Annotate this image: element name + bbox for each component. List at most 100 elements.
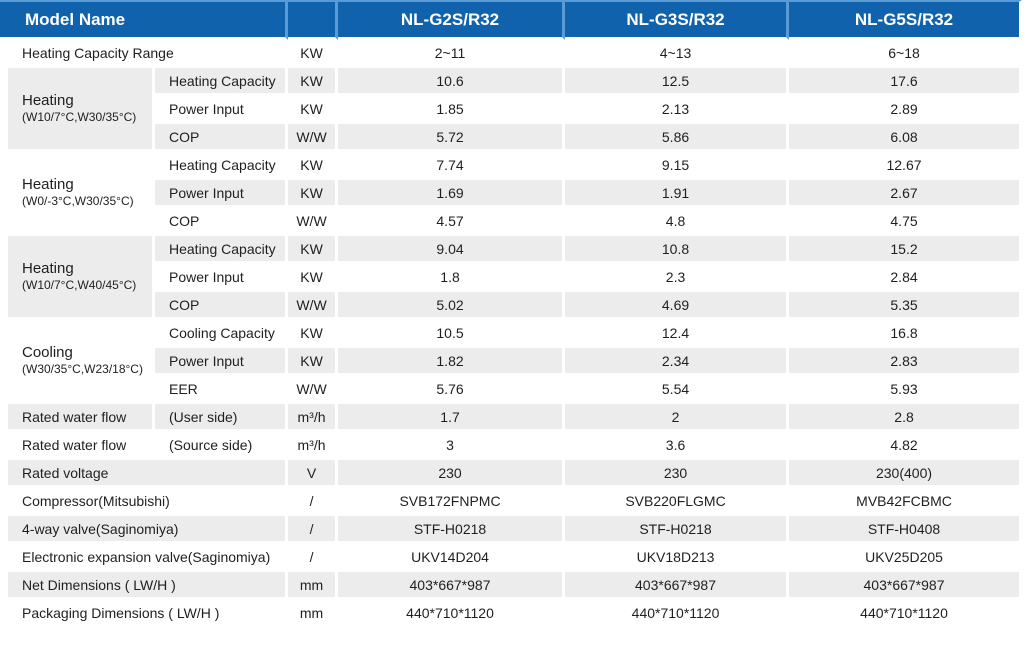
group-label-cell: Heating (W10/7°C,W30/35°C) bbox=[0, 68, 155, 152]
value-cell: 440*710*1120 bbox=[789, 600, 1023, 628]
row-sublabel-cell: Power Input bbox=[155, 96, 289, 124]
table-row: Power Input KW 1.82 2.34 2.83 bbox=[0, 348, 1023, 376]
unit-cell: KW bbox=[288, 264, 339, 292]
value-cell: SVB172FNPMC bbox=[338, 488, 566, 516]
value-cell: 5.02 bbox=[338, 292, 566, 320]
value-cell: 230 bbox=[565, 460, 790, 488]
value-cell: STF-H0218 bbox=[338, 516, 566, 544]
unit-cell: / bbox=[288, 516, 339, 544]
value-cell: UKV14D204 bbox=[338, 544, 566, 572]
group-title: Heating bbox=[22, 176, 74, 193]
table-row: Rated water flow (Source side) m³/h 3 3.6 4.8… bbox=[0, 432, 1023, 460]
table-row: Compressor(Mitsubishi) / SVB172FNPMC SVB220… bbox=[0, 488, 1023, 516]
unit-cell: KW bbox=[288, 96, 339, 124]
value-cell: 403*667*987 bbox=[565, 572, 790, 600]
row-sublabel-cell: Heating Capacity bbox=[155, 236, 289, 264]
value-cell: 2.8 bbox=[789, 404, 1023, 432]
table-row: Heating (W10/7°C,W40/45°C) Heating Capacit… bbox=[0, 236, 1023, 320]
value-cell: STF-H0408 bbox=[789, 516, 1023, 544]
value-cell: 2.3 bbox=[565, 264, 790, 292]
value-cell: 2.13 bbox=[565, 96, 790, 124]
row-sublabel-cell: COP bbox=[155, 208, 289, 236]
row-label-cell: Rated voltage bbox=[0, 460, 289, 488]
unit-cell: / bbox=[288, 544, 339, 572]
value-cell: 5.35 bbox=[789, 292, 1023, 320]
spec-table: Model Name NL-G2S/R32 NL-G3S/R32 NL-G5S/… bbox=[0, 0, 1023, 628]
table-row: Packaging Dimensions ( LW/H ) mm 440*710*1… bbox=[0, 600, 1023, 628]
unit-cell: KW bbox=[288, 180, 339, 208]
unit-cell: KW bbox=[288, 348, 339, 376]
value-cell: 4.8 bbox=[565, 208, 790, 236]
group-title: Cooling bbox=[22, 344, 73, 361]
group-condition: (W10/7°C,W30/35°C) bbox=[22, 110, 137, 124]
value-cell: 2.89 bbox=[789, 96, 1023, 124]
table-row: 4-way valve(Saginomiya) / STF-H0218 STF-H02… bbox=[0, 516, 1023, 544]
row-sublabel-cell: Power Input bbox=[155, 264, 289, 292]
table-row: Rated water flow (User side) m³/h 1.7 2 2.8 bbox=[0, 404, 1023, 432]
table-row: Heating Capacity Range KW 2~11 4~13 6~18 bbox=[0, 40, 1023, 68]
value-cell: 1.91 bbox=[565, 180, 790, 208]
row-label-cell: Heating Capacity Range bbox=[0, 40, 289, 68]
value-cell: 403*667*987 bbox=[338, 572, 566, 600]
value-cell: 3.6 bbox=[565, 432, 790, 460]
unit-cell: V bbox=[288, 460, 339, 488]
value-cell: STF-H0218 bbox=[565, 516, 790, 544]
value-cell: 1.8 bbox=[338, 264, 566, 292]
value-cell: 17.6 bbox=[789, 68, 1023, 96]
value-cell: 12.5 bbox=[565, 68, 790, 96]
unit-cell: m³/h bbox=[288, 404, 339, 432]
row-label-cell: Rated water flow bbox=[0, 404, 155, 432]
row-label-cell: Packaging Dimensions ( LW/H ) bbox=[0, 600, 289, 628]
row-sublabel-cell: COP bbox=[155, 292, 289, 320]
value-cell: 1.85 bbox=[338, 96, 566, 124]
table-row: COP W/W 5.02 4.69 5.35 bbox=[0, 292, 1023, 320]
value-cell: 12.67 bbox=[789, 152, 1023, 180]
row-label-cell: Net Dimensions ( LW/H ) bbox=[0, 572, 289, 600]
unit-cell: KW bbox=[288, 40, 339, 68]
value-cell: 5.76 bbox=[338, 376, 566, 404]
row-sublabel-cell: Heating Capacity bbox=[155, 152, 289, 180]
group-condition: (W0/-3°C,W30/35°C) bbox=[22, 194, 134, 208]
value-cell: 1.82 bbox=[338, 348, 566, 376]
group-label-cell: Heating (W10/7°C,W40/45°C) bbox=[0, 236, 155, 320]
unit-cell: m³/h bbox=[288, 432, 339, 460]
row-sublabel-cell: Power Input bbox=[155, 180, 289, 208]
value-cell: UKV18D213 bbox=[565, 544, 790, 572]
table-row: Net Dimensions ( LW/H ) mm 403*667*987 403*… bbox=[0, 572, 1023, 600]
value-cell: 2.84 bbox=[789, 264, 1023, 292]
unit-column-header bbox=[288, 0, 339, 40]
value-cell: 12.4 bbox=[565, 320, 790, 348]
header-row: Model Name NL-G2S/R32 NL-G3S/R32 NL-G5S/… bbox=[0, 0, 1023, 40]
unit-cell: W/W bbox=[288, 292, 339, 320]
value-cell: 10.5 bbox=[338, 320, 566, 348]
value-cell: 2.83 bbox=[789, 348, 1023, 376]
group-title: Heating bbox=[22, 92, 74, 109]
row-sublabel-cell: Power Input bbox=[155, 348, 289, 376]
group-label-cell: Heating (W0/-3°C,W30/35°C) bbox=[0, 152, 155, 236]
value-cell: 440*710*1120 bbox=[565, 600, 790, 628]
value-cell: 15.2 bbox=[789, 236, 1023, 264]
table-row: Heating (W10/7°C,W30/35°C) Heating Capacit… bbox=[0, 68, 1023, 152]
row-sublabel-cell: (Source side) bbox=[155, 432, 289, 460]
value-cell: 5.72 bbox=[338, 124, 566, 152]
value-cell: 1.7 bbox=[338, 404, 566, 432]
row-sublabel-cell: Heating Capacity bbox=[155, 68, 289, 96]
value-cell: 2.34 bbox=[565, 348, 790, 376]
spec-table-body: Heating Capacity Range KW 2~11 4~13 6~18 Heat… bbox=[0, 40, 1023, 628]
row-label-cell: Compressor(Mitsubishi) bbox=[0, 488, 289, 516]
table-row: Electronic expansion valve(Saginomiya) / U… bbox=[0, 544, 1023, 572]
value-cell: 3 bbox=[338, 432, 566, 460]
value-cell: 10.6 bbox=[338, 68, 566, 96]
table-row: Power Input KW 1.85 2.13 2.89 bbox=[0, 96, 1023, 124]
table-row: EER W/W 5.76 5.54 5.93 bbox=[0, 376, 1023, 404]
unit-cell: W/W bbox=[288, 208, 339, 236]
value-cell: 9.15 bbox=[565, 152, 790, 180]
value-cell: 440*710*1120 bbox=[338, 600, 566, 628]
row-label-cell: Electronic expansion valve(Saginomiya) bbox=[0, 544, 289, 572]
row-label-cell: Rated water flow bbox=[0, 432, 155, 460]
value-cell: 4.75 bbox=[789, 208, 1023, 236]
value-cell: 7.74 bbox=[338, 152, 566, 180]
group-title: Heating bbox=[22, 260, 74, 277]
unit-cell: / bbox=[288, 488, 339, 516]
row-label-cell: 4-way valve(Saginomiya) bbox=[0, 516, 289, 544]
